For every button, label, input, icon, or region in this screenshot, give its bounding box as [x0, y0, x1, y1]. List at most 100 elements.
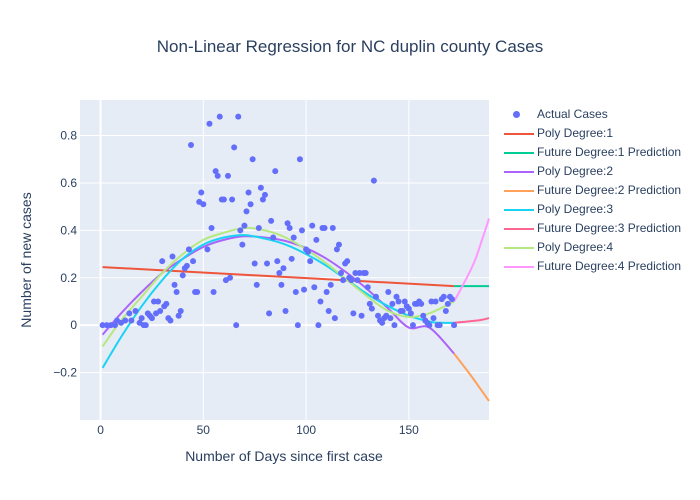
actual-case-point	[366, 300, 373, 307]
legend-item-poly-degree-2[interactable]: Poly Degree:2	[500, 162, 681, 181]
legend-item-future-degree-3-prediction[interactable]: Future Degree:3 Prediction	[500, 219, 681, 238]
actual-case-point	[329, 225, 336, 231]
actual-case-point	[323, 289, 330, 295]
legend-item-future-degree-2-prediction[interactable]: Future Degree:2 Prediction	[500, 181, 681, 200]
actual-case-point	[333, 246, 340, 253]
series-line-future-degree-3-prediction	[454, 317, 490, 324]
legend-swatch	[504, 133, 534, 135]
actual-case-point	[288, 255, 295, 262]
actual-case-point	[307, 258, 314, 265]
actual-case-point	[227, 274, 234, 281]
actual-case-point	[198, 189, 205, 196]
actual-case-point	[224, 172, 231, 179]
actual-case-point	[313, 236, 320, 243]
actual-case-point	[305, 248, 312, 255]
actual-case-point	[428, 298, 435, 305]
actual-case-point	[212, 168, 219, 175]
actual-case-point	[107, 322, 114, 329]
legend-label: Poly Degree:3	[537, 202, 614, 216]
legend-item-poly-degree-4[interactable]: Poly Degree:4	[500, 238, 681, 257]
actual-case-point	[436, 322, 443, 329]
actual-case-point	[356, 270, 363, 277]
actual-case-point	[206, 120, 213, 127]
actual-case-point	[449, 296, 456, 303]
actual-case-point	[126, 310, 133, 317]
actual-case-point	[372, 293, 379, 300]
actual-case-point	[276, 270, 283, 277]
actual-case-point	[420, 312, 427, 319]
legend-label: Future Degree:2 Prediction	[537, 183, 682, 197]
series-line-poly-degree-1	[102, 266, 455, 288]
actual-case-point	[426, 322, 433, 329]
actual-case-point	[247, 201, 254, 208]
legend-swatch	[504, 152, 534, 154]
actual-case-point	[243, 208, 250, 215]
actual-case-point	[301, 286, 308, 293]
legend-swatch	[504, 247, 534, 249]
actual-case-point	[148, 315, 155, 322]
actual-case-point	[321, 225, 328, 231]
legend-item-future-degree-4-prediction[interactable]: Future Degree:4 Prediction	[500, 257, 681, 276]
actual-case-point	[155, 298, 162, 305]
legend-swatch	[504, 209, 534, 211]
legend-item-actual-cases[interactable]: Actual Cases	[500, 105, 681, 124]
actual-case-point	[190, 258, 197, 265]
actual-case-point	[142, 322, 149, 329]
y-tick-label: 0.8	[60, 129, 77, 143]
y-tick-label: 0	[70, 318, 77, 332]
legend-item-poly-degree-3[interactable]: Poly Degree:3	[500, 200, 681, 219]
actual-case-point	[352, 270, 359, 277]
series-line-future-degree-4-prediction	[453, 218, 490, 302]
actual-case-point	[249, 156, 256, 163]
actual-case-point	[430, 315, 437, 322]
legend-swatch	[504, 171, 534, 173]
x-tick-label: 100	[296, 423, 316, 437]
actual-case-point	[128, 317, 135, 324]
actual-case-point	[99, 322, 106, 329]
actual-case-point	[391, 322, 398, 329]
y-axis-label: Number of new cases	[18, 192, 34, 327]
actual-case-point	[179, 272, 186, 279]
actual-case-point	[311, 284, 318, 291]
actual-case-point	[432, 298, 439, 305]
actual-case-point	[264, 260, 271, 267]
actual-case-point	[389, 300, 396, 307]
plot-background	[80, 100, 489, 420]
actual-case-point	[257, 184, 264, 191]
actual-case-point	[368, 305, 375, 312]
actual-case-point	[235, 113, 242, 120]
actual-case-point	[253, 281, 260, 288]
actual-case-point	[405, 305, 412, 312]
actual-case-point	[261, 191, 268, 198]
actual-case-point	[344, 258, 351, 265]
actual-case-point	[290, 234, 297, 241]
legend-swatch	[513, 111, 520, 118]
actual-case-point	[292, 289, 299, 295]
x-axis-label: Number of Days since first case	[185, 448, 383, 464]
series-line-future-degree-2-prediction	[453, 352, 490, 402]
actual-case-point	[216, 113, 223, 120]
actual-case-point	[229, 196, 236, 203]
actual-case-point	[185, 246, 192, 253]
actual-case-point	[327, 281, 334, 288]
actual-case-point	[177, 307, 184, 314]
actual-case-point	[239, 241, 246, 248]
actual-case-point	[183, 262, 190, 269]
actual-case-point	[103, 322, 110, 329]
chart-title: Non-Linear Regression for NC duplin coun…	[157, 37, 543, 56]
actual-case-point	[171, 281, 178, 288]
series-line-poly-degree-4	[101, 226, 455, 348]
y-tick-label: 0.2	[60, 271, 77, 285]
actual-case-point	[335, 241, 342, 248]
actual-case-point	[187, 142, 194, 149]
actual-case-point	[208, 225, 215, 231]
actual-case-point	[451, 322, 458, 329]
actual-case-point	[362, 270, 369, 277]
actual-case-point	[393, 293, 400, 300]
legend-item-poly-degree-1[interactable]: Poly Degree:1	[500, 124, 681, 143]
actual-case-point	[440, 293, 447, 300]
legend-item-future-degree-1-prediction[interactable]: Future Degree:1 Prediction	[500, 143, 681, 162]
actual-case-point	[175, 312, 182, 319]
actual-case-point	[348, 277, 355, 284]
actual-case-point	[194, 289, 201, 295]
